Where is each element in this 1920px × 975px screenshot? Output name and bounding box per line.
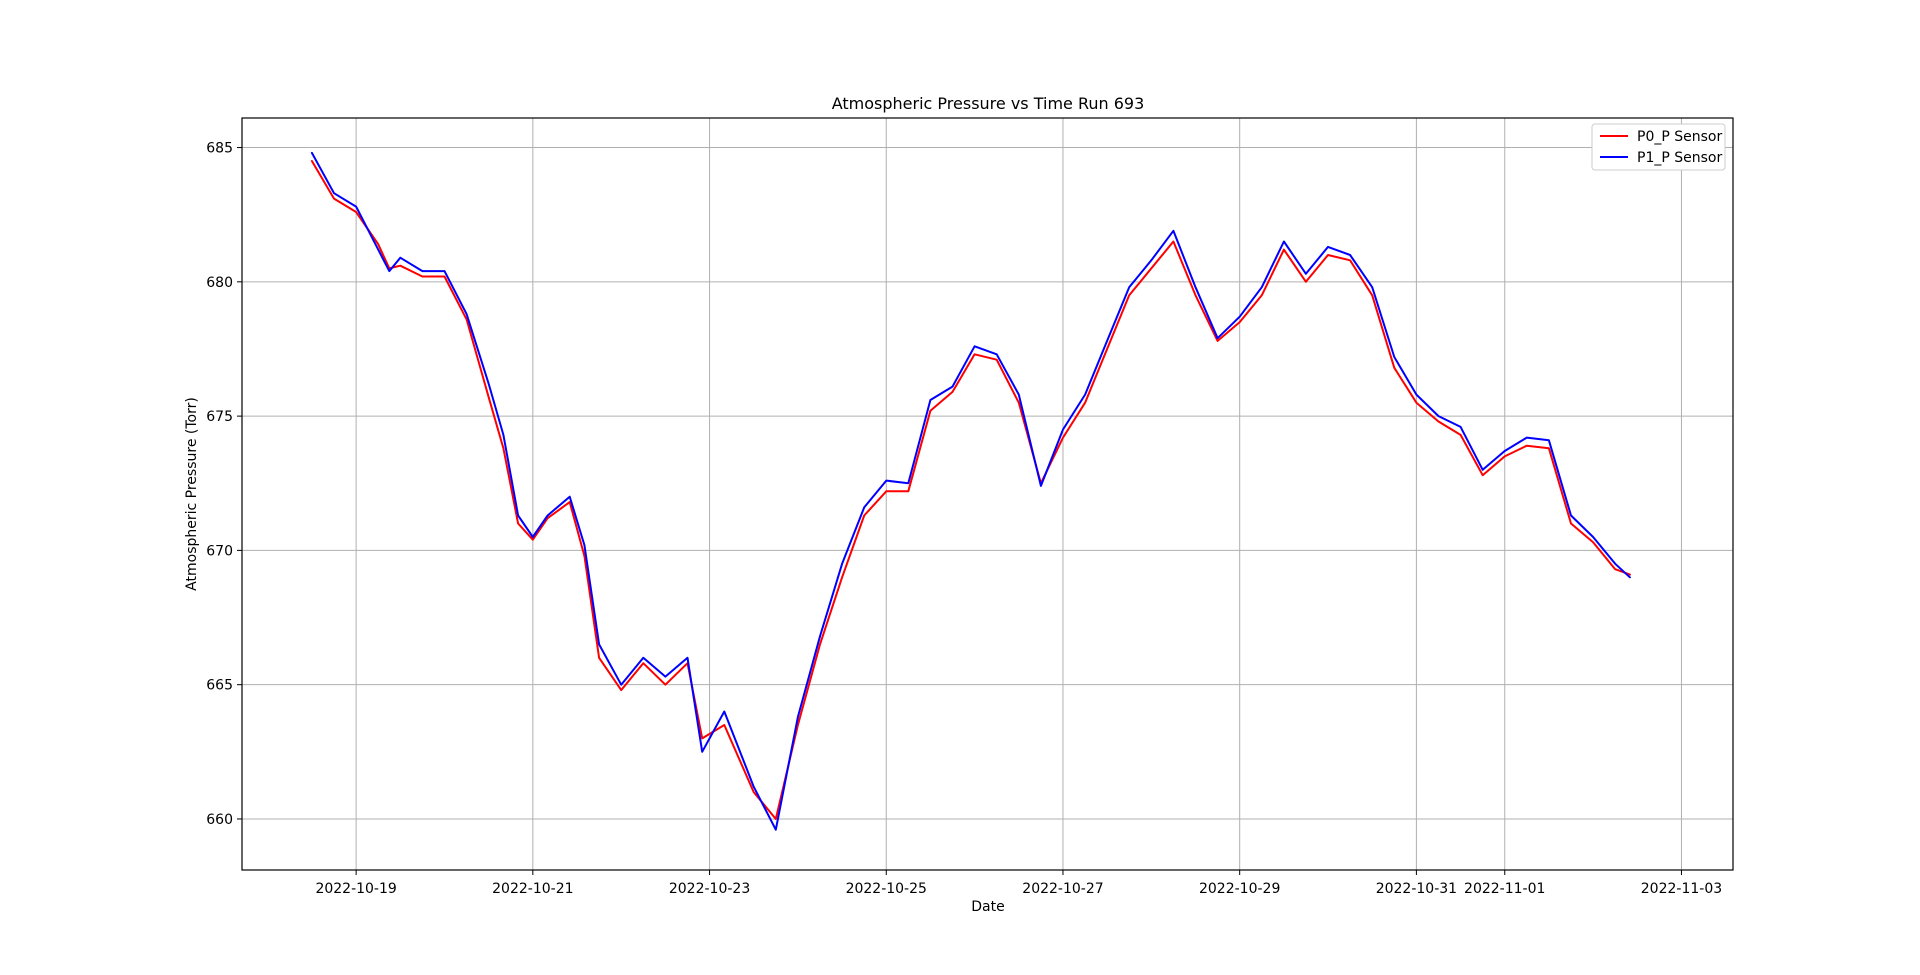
plot-frame xyxy=(241,117,1734,871)
legend-label-p0: P0_P Sensor xyxy=(1637,129,1722,145)
y-axis-label: Atmospheric Pressure (Torr) xyxy=(184,397,200,591)
x-tick-label: 2022-10-31 xyxy=(1376,881,1457,897)
x-tick-label: 2022-11-01 xyxy=(1464,881,1545,897)
grid-lines xyxy=(242,118,1733,870)
chart-title: Atmospheric Pressure vs Time Run 693 xyxy=(832,94,1145,113)
legend-label-p1: P1_P Sensor xyxy=(1637,150,1722,166)
series-lines xyxy=(310,151,1631,831)
series-line-p0 xyxy=(310,160,1631,820)
y-tick-label: 660 xyxy=(206,812,233,828)
x-tick-label: 2022-10-19 xyxy=(315,881,396,897)
x-tick-label: 2022-10-23 xyxy=(669,881,750,897)
x-axis-label: Date xyxy=(971,899,1004,915)
y-tick-label: 680 xyxy=(206,275,233,291)
y-tick-label: 665 xyxy=(206,678,233,694)
y-tick-label: 675 xyxy=(206,409,233,425)
x-tick-label: 2022-10-29 xyxy=(1199,881,1280,897)
x-tick-label: 2022-10-21 xyxy=(492,881,573,897)
x-tick-label: 2022-10-25 xyxy=(846,881,927,897)
legend: P0_P Sensor P1_P Sensor xyxy=(1591,123,1726,171)
x-tick-label: 2022-10-27 xyxy=(1022,881,1103,897)
axis-ticks: 2022-10-19 2022-10-21 2022-10-23 2022-10-25… xyxy=(206,141,1722,897)
y-tick-label: 685 xyxy=(206,141,233,157)
x-tick-label: 2022-11-03 xyxy=(1641,881,1722,897)
series-line-p1 xyxy=(310,151,1631,831)
y-tick-label: 670 xyxy=(206,543,233,559)
